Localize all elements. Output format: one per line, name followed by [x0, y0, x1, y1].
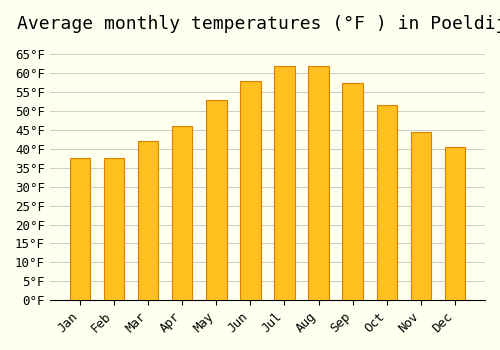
- Bar: [70, 158, 90, 300]
- Bar: [138, 141, 158, 300]
- Bar: [206, 100, 227, 300]
- Bar: [240, 81, 260, 300]
- Bar: [342, 83, 363, 300]
- Title: Average monthly temperatures (°F ) in Poeldijk: Average monthly temperatures (°F ) in Po…: [18, 15, 500, 33]
- Bar: [104, 158, 124, 300]
- Bar: [376, 105, 397, 300]
- Bar: [410, 132, 431, 300]
- Bar: [274, 65, 294, 300]
- Bar: [445, 147, 465, 300]
- Bar: [308, 65, 329, 300]
- Bar: [172, 126, 193, 300]
